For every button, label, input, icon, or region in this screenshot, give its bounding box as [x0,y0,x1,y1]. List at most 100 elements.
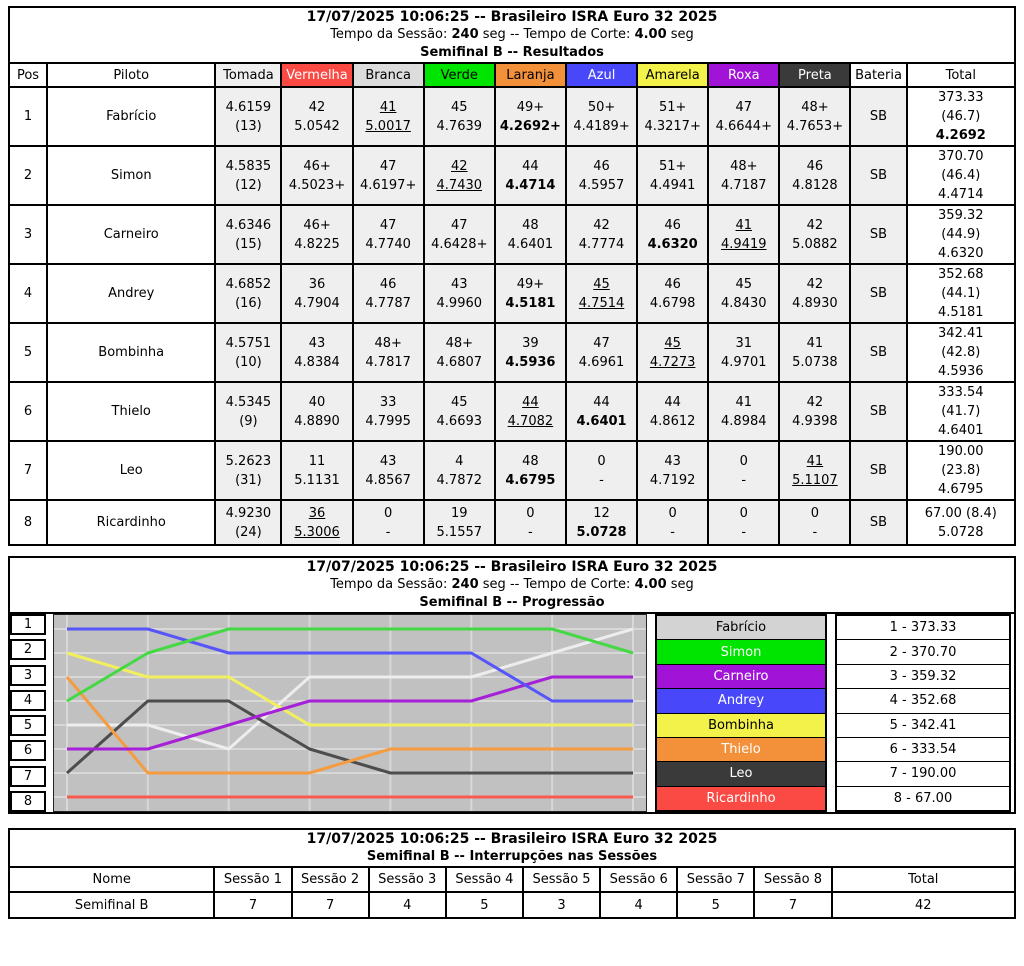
tomada-line: 4.6346 [225,217,272,233]
tomada-cell: 4.5835 (12) [214,145,283,206]
lap-count: 48+ [730,158,758,174]
lap-count: 51+ [658,99,687,115]
lap-count: 45 [451,99,468,115]
interruptions-value-cell: 4 [367,891,447,919]
lane-cell-amarela: 46 4.6798 [636,263,710,324]
lap-count: 48 [522,217,539,233]
session-info-post: seg [666,577,694,592]
results-row-andrey: 4 Andrey 4.6852 (16) 36 4.7904 46 4.7787 43 4.996… [7,263,1017,324]
tomada-line: (24) [235,524,262,540]
lap-count: 48+ [445,335,473,351]
lap-count: 44 [522,158,539,174]
pos-column-header: Pos [7,62,49,88]
lane-cell-amarela: 44 4.8612 [636,381,710,442]
lane-cell-preta: 41 5.1107 [778,440,852,501]
lap-count: 0 [597,453,606,469]
results-header-row: Pos Piloto Tomada Vermelha Branca Verde Laranj… [7,62,1017,88]
lane-column-header-preta: Preta [778,62,852,88]
best-lap-time: 4.8612 [649,413,696,429]
session-time-value: 240 [451,27,479,42]
session-info-post: seg [666,27,694,42]
pilot-name: Ricardinho [46,499,217,546]
total-cell: 359.32 (44.9) 4.6320 [905,204,1017,265]
best-lap-time: 4.9398 [792,413,838,429]
total-line: (23.8) [941,463,981,478]
interruptions-column-header: Sessão 8 [753,866,833,893]
legend-rank-total: 6 - 333.54 [837,738,1009,763]
results-row-carneiro: 3 Carneiro 4.6346 (15) 46+ 4.8225 47 4.7740 47 4.… [7,204,1017,265]
best-lap-time: 5.0738 [792,354,838,370]
total-line: (44.9) [941,227,981,242]
best-lap-time: - [812,524,818,540]
results-row-thielo: 6 Thielo 4.5345 (9) 40 4.8890 33 4.7995 45 4.6693… [7,381,1017,442]
best-lap-time: 4.7192 [649,472,696,488]
lap-count: 47 [735,99,753,115]
lap-count: 0 [810,505,820,521]
pos-cell: 2 [7,145,49,206]
lane-cell-amarela: 51+ 4.3217+ [636,86,710,147]
lane-cell-laranja: 48 4.6401 [493,204,567,265]
event-title: 17/07/2025 10:06:25 -- Brasileiro ISRA E… [306,9,718,25]
bateria-cell: SB [849,145,908,206]
lap-count: 46 [593,158,610,174]
lane-cell-preta: 46 4.8128 [778,145,852,206]
lap-count: 44 [522,394,539,410]
lap-count: 39 [522,335,539,351]
tomada-line: 5.2623 [225,453,272,469]
lane-cell-azul: 46 4.5957 [564,145,639,206]
lane-cell-amarela: 0- [636,499,710,546]
lap-count: 43 [451,276,468,292]
lap-count: 46+ [303,217,331,233]
lane-cell-preta: 42 5.0882 [778,204,852,265]
results-caption: 17/07/2025 10:06:25 -- Brasileiro ISRA E… [8,6,1016,64]
lap-count: 42 [806,394,824,410]
interruptions-section-title: Semifinal B -- Interrupções nas Sessões [366,849,658,864]
lane-cell-verde: 19 5.1557 [422,499,496,546]
lap-count: 45 [451,394,468,410]
pos-cell: 6 [7,381,49,442]
lap-count: 46 [664,217,681,233]
progression-caption-row: 17/07/2025 10:06:25 -- Brasileiro ISRA E… [8,556,1016,614]
lane-cell-vermelha: 40 4.8890 [280,381,354,442]
session-info-mid: seg -- Tempo de Corte: [478,577,635,592]
lane-cell-branca: 33 4.7995 [351,381,425,442]
best-lap-time: 4.8430 [721,295,767,311]
total-line: 4.6401 [938,423,984,438]
total-line: (44.1) [941,286,981,301]
pilot-name: Fabrício [46,86,217,147]
interruptions-value-cell: 7 [753,891,833,919]
lane-column-header-azul: Azul [564,62,639,88]
position-rank-box: 7 [10,765,46,787]
lap-count: 0 [668,505,677,521]
lap-count: 43 [308,335,326,351]
total-line: 4.6320 [938,246,984,261]
legend-rank-total: 5 - 342.41 [837,714,1009,738]
series-line-bombinha [66,651,633,727]
interruptions-column-header: Sessão 2 [290,866,370,893]
tomada-line: (15) [235,236,262,252]
tomada-cell: 4.6346 (15) [214,204,283,265]
interruptions-value-cell: Semifinal B [7,891,216,919]
lane-cell-vermelha: 46+ 4.5023+ [280,145,354,206]
lane-cell-verde: 47 4.6428+ [422,204,496,265]
legend-rank-total: 3 - 359.32 [837,665,1009,690]
results-row-bombinha: 5 Bombinha 4.5751 (10) 43 4.8384 48+ 4.7817 48+ 4… [7,322,1017,383]
interruptions-value-cell: 4 [599,891,679,919]
lap-count: 36 [308,505,326,521]
lane-cell-azul: 50+ 4.4189+ [564,86,639,147]
lane-cell-roxa: 47 4.6644+ [707,86,781,147]
best-lap-time: 4.9701 [721,354,767,370]
best-lap-time: 4.3217+ [644,118,701,134]
pos-cell: 4 [7,263,49,324]
legend-pilot-leo: Leo [657,762,825,787]
lane-cell-roxa: 0- [707,499,781,546]
total-line: 4.2692 [935,128,986,143]
total-line: 333.54 [938,385,984,400]
session-info: Tempo da Sessão: 240 seg -- Tempo de Cor… [10,576,1014,594]
best-lap-time: 4.5936 [505,354,556,370]
lap-count: 47 [593,335,610,351]
total-line: (42.8) [941,345,981,360]
lap-count: 45 [664,335,681,351]
pos-cell: 3 [7,204,49,265]
lap-count: 45 [735,276,753,292]
